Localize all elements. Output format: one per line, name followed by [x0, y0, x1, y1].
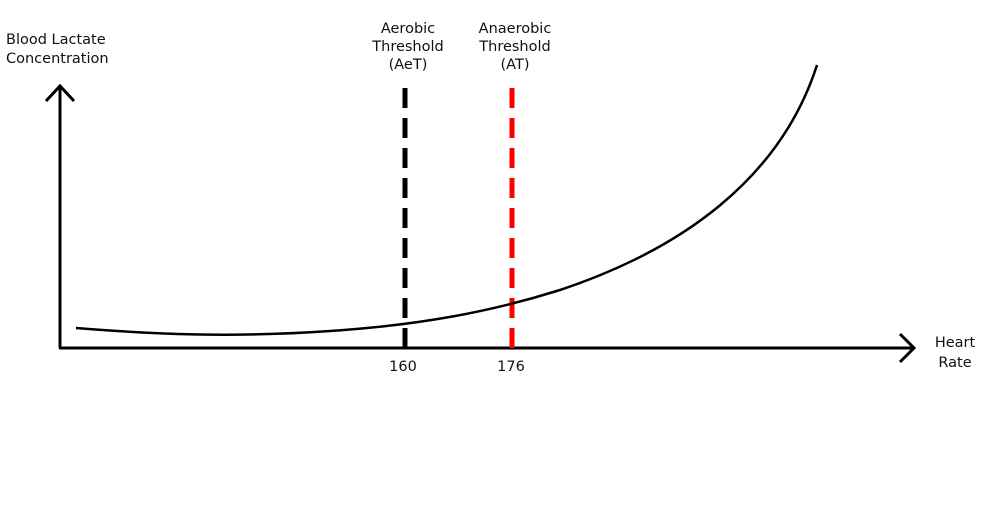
- aet-label-line1: Aerobic: [381, 21, 435, 37]
- lactate-curve: [75, 64, 819, 336]
- x-axis-arrowhead: [898, 332, 917, 364]
- x-tick-label-176: 176: [497, 359, 525, 375]
- x-axis-label-line2: Rate: [938, 355, 971, 371]
- aet-label-line3: (AeT): [389, 57, 428, 73]
- aet-label-line2: Threshold: [371, 39, 443, 55]
- x-tick-label-160: 160: [389, 359, 417, 375]
- at-label-line1: Anaerobic: [479, 21, 552, 37]
- x-axis-label-line1: Heart: [935, 335, 976, 351]
- y-axis-arrowhead: [44, 83, 76, 103]
- at-label-line3: (AT): [501, 57, 530, 73]
- at-label-line2: Threshold: [478, 39, 550, 55]
- y-axis-label-line1: Blood Lactate: [6, 32, 106, 48]
- y-axis-label-line2: Concentration: [6, 51, 109, 67]
